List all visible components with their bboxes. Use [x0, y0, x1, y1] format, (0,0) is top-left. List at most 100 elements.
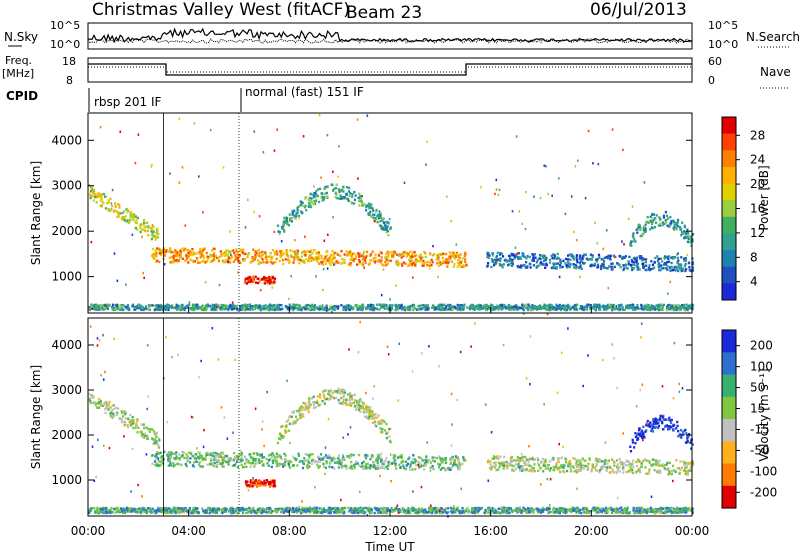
echo-cell: [335, 260, 338, 263]
echo-cell: [367, 406, 370, 409]
echo-cell: [154, 249, 157, 252]
echo-cell: [343, 388, 346, 392]
echo-cell: [490, 305, 493, 308]
echo-cell: [344, 464, 347, 467]
echo-cell: [493, 258, 496, 262]
echo-cell: [495, 468, 498, 472]
echo-cell: [451, 308, 454, 311]
echo-cell: [302, 401, 305, 405]
echo-cell: [530, 465, 533, 469]
echo-cell: [110, 409, 113, 412]
echo-cell: [314, 195, 317, 198]
echo-cell: [315, 252, 318, 255]
echo-cell: [548, 261, 552, 264]
echo-cell: [262, 484, 265, 487]
echo-cell: [629, 242, 632, 245]
echo-cell: [574, 305, 578, 308]
echo-cell: [266, 462, 269, 465]
echo-cell: [365, 415, 368, 418]
echo-cell: [679, 429, 683, 432]
echo-cell: [299, 259, 302, 262]
echo-cell: [244, 257, 247, 261]
echo-cell: [514, 307, 517, 310]
echo-cell: [201, 458, 204, 462]
echo-cell: [170, 255, 173, 259]
echo-cell: [167, 464, 170, 467]
echo-cell: [217, 306, 220, 309]
echo-cell: [285, 254, 288, 257]
echo-cell: [375, 208, 378, 212]
echo-cell: [552, 456, 555, 460]
echo-cell: [223, 308, 227, 311]
echo-cell: [441, 252, 445, 255]
echo-cell: [286, 251, 289, 254]
echo-cell: [362, 263, 365, 267]
echo-cell: [618, 457, 621, 461]
echo-cell: [625, 305, 628, 308]
echo-cell: [246, 303, 249, 307]
echo-cell: [186, 457, 189, 461]
echo-cell: [295, 307, 298, 310]
echo-cell: [564, 262, 567, 265]
echo-cell: [117, 215, 120, 218]
echo-cell: [409, 465, 412, 468]
echo-cell: [680, 256, 683, 259]
echo-cell: [684, 469, 687, 473]
echo-cell: [137, 426, 140, 429]
echo-cell: [296, 418, 299, 421]
echo-cell: [459, 464, 462, 467]
echo-cell: [665, 463, 668, 466]
echo-cell: [353, 466, 356, 470]
echo-cell: [658, 262, 661, 265]
echo-cell: [120, 308, 123, 311]
echo-cell: [437, 256, 440, 259]
echo-cell: [441, 256, 445, 260]
echo-cell: [658, 459, 661, 463]
echo-cell: [274, 484, 277, 488]
echo-cell: [586, 465, 590, 468]
echo-cell: [602, 260, 606, 263]
echo-cell: [449, 468, 452, 471]
echo-cell: [644, 458, 647, 461]
echo-cell: [314, 401, 317, 404]
echo-cell: [522, 307, 525, 311]
echo-cell: [140, 423, 143, 426]
echo-cell: [350, 201, 353, 204]
echo-cell: [333, 467, 336, 470]
echo-cell: [660, 464, 663, 467]
echo-cell: [362, 402, 365, 405]
echo-cell: [555, 267, 558, 270]
echo-cell: [666, 307, 669, 310]
echo-cell: [205, 453, 209, 457]
echo-cell: [191, 464, 194, 467]
echo-cell: [517, 256, 520, 259]
echo-cell: [680, 266, 683, 270]
echo-cell: [193, 122, 196, 125]
echo-cell: [458, 260, 462, 263]
echo-cell: [241, 304, 244, 307]
echo-cell: [371, 308, 374, 312]
echo-cell: [290, 254, 293, 257]
echo-cell: [328, 454, 331, 457]
echo-cell: [313, 202, 317, 206]
echo-cell: [585, 308, 589, 311]
echo-cell: [341, 391, 344, 394]
echo-cell: [370, 203, 373, 206]
echo-cell: [579, 265, 582, 268]
echo-cell: [535, 265, 539, 268]
echo-cell: [377, 455, 380, 458]
echo-cell: [235, 249, 238, 252]
echo-cell: [579, 467, 582, 470]
echo-cell: [562, 464, 565, 467]
freq-tick-bottom: 8: [66, 74, 73, 87]
echo-cell: [422, 250, 426, 253]
echo-cell: [673, 304, 676, 307]
echo-cell: [386, 225, 389, 228]
echo-cell: [320, 257, 323, 260]
echo-cell: [107, 304, 111, 307]
echo-cell: [261, 258, 264, 261]
echo-cell: [382, 217, 385, 220]
echo-cell: [380, 293, 383, 297]
echo-cell: [230, 308, 234, 311]
echo-cell: [653, 261, 656, 264]
